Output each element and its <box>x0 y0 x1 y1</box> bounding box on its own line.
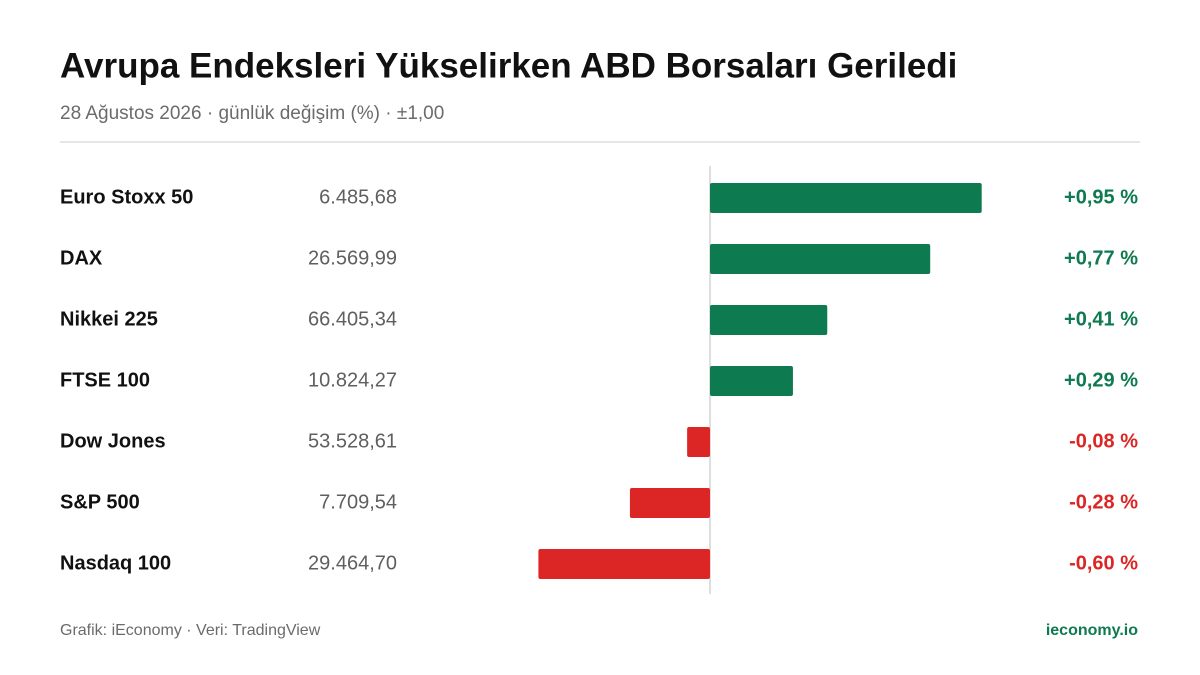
index-level: 7.709,54 <box>319 491 397 513</box>
index-level: 53.528,61 <box>308 430 397 452</box>
bar <box>687 427 710 457</box>
value-label: -0,08 % <box>1069 430 1138 452</box>
value-label: +0,29 % <box>1064 369 1138 391</box>
category-label: Dow Jones <box>60 430 166 452</box>
brand: ieconomy.io <box>1046 622 1138 639</box>
index-level: 6.485,68 <box>319 186 397 208</box>
index-level: 29.464,70 <box>308 552 397 574</box>
index-level: 10.824,27 <box>308 369 397 391</box>
category-label: Nasdaq 100 <box>60 552 171 574</box>
index-level: 26.569,99 <box>308 247 397 269</box>
index-level: 66.405,34 <box>308 308 397 330</box>
source-note: Grafik: iEconomy · Veri: TradingView <box>60 622 321 639</box>
value-label: -0,60 % <box>1069 552 1138 574</box>
bar <box>710 366 793 396</box>
bar <box>710 183 982 213</box>
category-label: S&P 500 <box>60 491 140 513</box>
category-label: DAX <box>60 247 103 269</box>
bar <box>710 244 931 274</box>
bar <box>710 305 828 335</box>
value-label: -0,28 % <box>1069 491 1138 513</box>
value-label: +0,77 % <box>1064 247 1138 269</box>
chart-title: Avrupa Endeksleri Yükselirken ABD Borsal… <box>60 46 957 85</box>
category-label: Euro Stoxx 50 <box>60 186 193 208</box>
bar <box>629 488 710 518</box>
bar <box>538 549 710 579</box>
value-label: +0,95 % <box>1064 186 1138 208</box>
value-label: +0,41 % <box>1064 308 1138 330</box>
category-label: FTSE 100 <box>60 369 150 391</box>
chart-subtitle: 28 Ağustos 2026 · günlük değişim (%) · ±… <box>60 103 444 124</box>
category-label: Nikkei 225 <box>60 308 158 330</box>
